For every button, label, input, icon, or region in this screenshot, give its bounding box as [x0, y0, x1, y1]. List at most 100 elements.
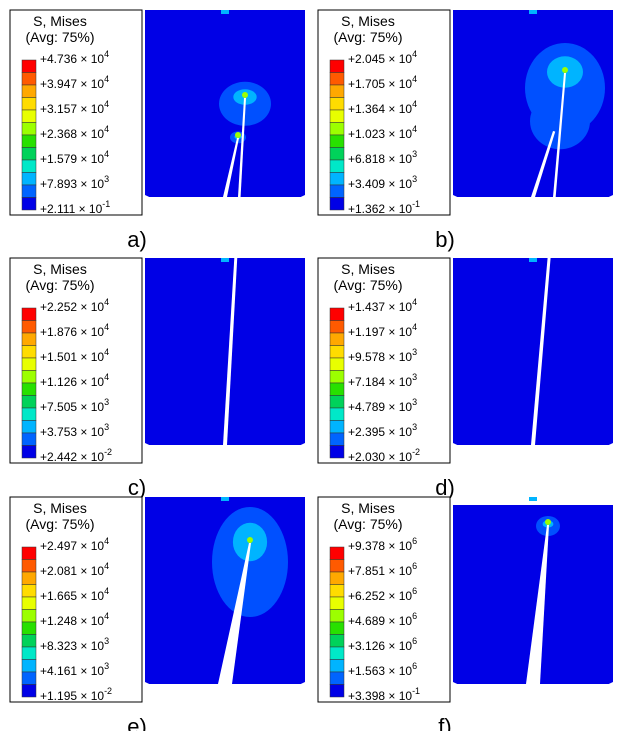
legend-label: +2.045 × 104: [348, 49, 417, 66]
legend-label-exp: 4: [104, 49, 109, 59]
panel-label: a): [127, 227, 147, 252]
legend-subtitle: (Avg: 75%): [26, 277, 95, 293]
legend-title: S, Mises: [33, 500, 87, 516]
legend-label: +1.563 × 106: [348, 661, 417, 678]
legend-label-base: +1.665 × 10: [40, 589, 104, 603]
legend-label: +4.789 × 103: [348, 397, 417, 414]
panel-label: e): [127, 714, 147, 731]
legend-label-base: +3.753 × 10: [40, 425, 104, 439]
legend-swatch: [21, 332, 37, 346]
legend-label-exp: 4: [104, 124, 109, 134]
crack: [526, 525, 549, 684]
legend-swatch: [329, 445, 345, 459]
legend-swatch: [329, 345, 345, 359]
top-marker: [221, 10, 229, 14]
legend-label-exp: -2: [412, 447, 420, 457]
legend-label-exp: 4: [412, 74, 417, 84]
legend-label-base: +7.505 × 10: [40, 400, 104, 414]
legend-label-exp: 4: [412, 99, 417, 109]
legend-label-base: +7.893 × 10: [40, 177, 104, 191]
legend-label: +1.705 × 104: [348, 74, 417, 91]
legend-label: +2.368 × 104: [40, 124, 109, 141]
legend-swatch: [21, 122, 37, 136]
top-marker: [529, 497, 537, 501]
legend-swatch: [329, 59, 345, 73]
legend-label: +2.252 × 104: [40, 297, 109, 314]
legend-swatch: [329, 420, 345, 434]
legend-label-exp: 4: [412, 297, 417, 307]
legend-swatch: [21, 646, 37, 660]
legend-label-base: +1.705 × 10: [348, 77, 412, 91]
legend-label-base: +2.045 × 10: [348, 52, 412, 66]
legend-swatch: [329, 159, 345, 173]
panel: S, Mises(Avg: 75%)+1.437 × 104+1.197 × 1…: [317, 43, 613, 500]
legend-swatch: [21, 172, 37, 186]
legend-label-base: +1.023 × 10: [348, 127, 412, 141]
legend-label: +1.126 × 104: [40, 372, 109, 389]
legend-label-base: +1.362 × 10: [348, 202, 412, 216]
legend-label-exp: 4: [104, 347, 109, 357]
legend-label: +3.398 × 10-1: [348, 686, 420, 703]
legend-swatch: [21, 84, 37, 98]
legend-subtitle: (Avg: 75%): [334, 277, 403, 293]
legend-label-base: +1.579 × 10: [40, 152, 104, 166]
legend-label: +3.157 × 104: [40, 99, 109, 116]
legend-label-base: +3.409 × 10: [348, 177, 412, 191]
legend-label-exp: -2: [104, 686, 112, 696]
legend-label-exp: 3: [104, 174, 109, 184]
legend-label-base: +4.736 × 10: [40, 52, 104, 66]
legend-swatch: [21, 382, 37, 396]
legend-label: +2.497 × 104: [40, 536, 109, 553]
legend-swatch: [21, 197, 37, 211]
legend-label-exp: 6: [412, 536, 417, 546]
legend-label-exp: 3: [104, 397, 109, 407]
legend-label: +2.442 × 10-2: [40, 447, 112, 464]
legend-swatch: [329, 197, 345, 211]
legend-subtitle: (Avg: 75%): [334, 516, 403, 532]
legend-swatch: [329, 584, 345, 598]
panel: S, Mises(Avg: 75%)+4.736 × 104+3.947 × 1…: [9, 9, 305, 252]
legend-label-base: +8.323 × 10: [40, 639, 104, 653]
legend-label: +2.030 × 10-2: [348, 447, 420, 464]
legend-swatch: [21, 320, 37, 334]
legend-swatch: [21, 370, 37, 384]
legend-label-base: +1.437 × 10: [348, 300, 412, 314]
legend-subtitle: (Avg: 75%): [26, 29, 95, 45]
stress-zone: [525, 43, 605, 133]
legend-label-exp: 6: [412, 636, 417, 646]
legend-label-base: +9.578 × 10: [348, 350, 412, 364]
legend-label-exp: 4: [104, 586, 109, 596]
panel-label: d): [435, 475, 455, 500]
legend-swatch: [329, 546, 345, 560]
legend-label-exp: 3: [412, 372, 417, 382]
legend-label-exp: 4: [104, 536, 109, 546]
panel: S, Mises(Avg: 75%)+2.252 × 104+1.876 × 1…: [9, 81, 305, 500]
legend-swatch: [329, 382, 345, 396]
legend-swatch: [329, 370, 345, 384]
legend-label: +1.023 × 104: [348, 124, 417, 141]
panel: S, Mises(Avg: 75%)+2.497 × 104+2.081 × 1…: [9, 496, 305, 731]
legend-label-base: +1.126 × 10: [40, 375, 104, 389]
stress-tip: [242, 92, 248, 98]
legend-label: +7.505 × 103: [40, 397, 109, 414]
legend-label: +3.126 × 106: [348, 636, 417, 653]
legend-swatch: [21, 584, 37, 598]
legend-swatch: [21, 571, 37, 585]
legend-swatch: [21, 357, 37, 371]
legend-label: +1.248 × 104: [40, 611, 109, 628]
legend-swatch: [21, 184, 37, 198]
legend-swatch: [329, 184, 345, 198]
legend-label-exp: 3: [412, 422, 417, 432]
legend-swatch: [329, 147, 345, 161]
legend-swatch: [329, 432, 345, 446]
legend-label-exp: 4: [104, 99, 109, 109]
legend-label: +1.362 × 10-1: [348, 199, 420, 216]
legend-label-base: +1.197 × 10: [348, 325, 412, 339]
legend-swatch: [329, 122, 345, 136]
legend-label-base: +3.398 × 10: [348, 689, 412, 703]
legend-label-exp: -1: [102, 199, 110, 209]
top-marker: [221, 258, 229, 262]
legend-swatch: [329, 559, 345, 573]
legend-label-exp: 4: [412, 124, 417, 134]
legend-swatch: [329, 357, 345, 371]
